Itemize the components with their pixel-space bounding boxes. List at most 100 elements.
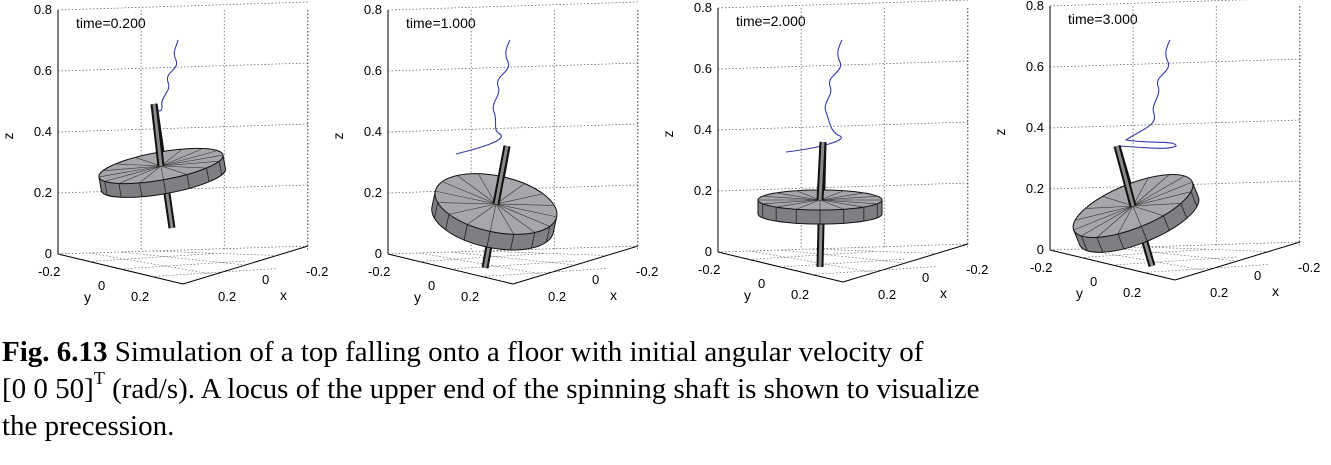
disk — [1072, 174, 1200, 253]
disk-spoke — [495, 203, 515, 235]
disk-spoke — [1132, 205, 1142, 227]
floor-grid-line — [151, 268, 277, 277]
disk-spoke — [160, 148, 204, 167]
y-tick-label: 0.2 — [791, 287, 809, 302]
grid-line — [717, 182, 969, 192]
time-label: time=2.000 — [736, 13, 806, 29]
z-axis-label: z — [992, 129, 1008, 136]
z-tick-label: 0 — [705, 244, 712, 259]
disk-spoke — [495, 193, 544, 205]
y-tick-label: -0.2 — [698, 262, 720, 277]
disk-spoke — [1085, 205, 1134, 209]
disk-rim-segment — [206, 167, 210, 182]
grid-line — [717, 0, 969, 9]
y-tick-label: 0.2 — [1123, 285, 1141, 300]
caption-line-3: the precession. — [2, 408, 1327, 445]
floor-grid-line — [481, 250, 607, 256]
figure: 0 0.2 0.4 0.6 0.8 z -0.2 0 0.2 y 0.2 0 -0.2 x time=0.2… — [0, 0, 1320, 305]
time-label: time=1.000 — [406, 15, 476, 31]
grid-line — [387, 123, 639, 133]
floor-grid-line — [481, 268, 607, 277]
disk-spoke — [160, 165, 164, 180]
disk-spoke — [1117, 205, 1134, 235]
disk-spoke — [104, 165, 162, 182]
z-axis-label: z — [660, 131, 676, 138]
disk-spoke — [819, 199, 878, 205]
disk-spoke — [495, 183, 525, 205]
disk-spoke — [1074, 205, 1134, 221]
z-tick-label: 0.8 — [364, 2, 382, 17]
disk-spoke — [796, 199, 821, 210]
y-tick-label: -0.2 — [1030, 260, 1052, 275]
x-axis-label: x — [940, 285, 947, 301]
disk-rim-segment — [218, 161, 223, 176]
disk-spoke — [495, 203, 557, 218]
disk-spoke — [160, 165, 188, 175]
caption-fig-label: Fig. 6.13 — [2, 336, 108, 368]
disk-rim-segment — [139, 182, 143, 197]
floor-grid-line — [419, 253, 545, 262]
floor-grid-line — [89, 253, 215, 262]
caption-superscript: T — [93, 368, 105, 389]
panel-3: 0 0.2 0.4 0.6 0.8 z -0.2 0 0.2 y 0.2 0 -0.2 x time=2.0… — [660, 0, 988, 303]
z-tick-label: 0 — [45, 246, 52, 261]
caption-text-3: the precession. — [2, 410, 175, 442]
caption-text-1: Simulation of a top falling onto a floor… — [114, 336, 924, 368]
z-tick-label: 0.2 — [364, 185, 382, 200]
z-tick-label: 0.2 — [34, 185, 52, 200]
z-tick-label: 0.6 — [694, 61, 712, 76]
floor-grid-line — [1112, 256, 1238, 266]
floor-grid-line — [89, 252, 215, 275]
grid-line — [57, 62, 309, 72]
disk-spoke — [1073, 205, 1134, 231]
floor-grid-line — [419, 252, 545, 275]
disk-spoke — [457, 175, 497, 205]
disk-rim-segment — [1180, 203, 1188, 219]
disk-spoke — [102, 165, 162, 172]
y-axis-label: y — [744, 287, 751, 303]
disk-rim-segment — [1117, 233, 1125, 250]
y-tick-label: -0.2 — [368, 264, 390, 279]
grid-line — [1049, 119, 1301, 129]
z-tick-label: 0.8 — [1026, 0, 1044, 13]
disk-rim-segment — [510, 234, 515, 250]
y-axis-label: y — [84, 289, 91, 305]
disk-spoke — [442, 181, 497, 205]
caption-line-2: [0 0 50]T (rad/s). A locus of the upper … — [2, 368, 1327, 408]
grid-line — [57, 245, 309, 255]
grid-line — [717, 243, 969, 253]
grid-line — [387, 62, 639, 72]
disk-rim-segment — [1080, 235, 1088, 251]
disk-spoke — [1132, 181, 1193, 207]
floor-grid-line — [811, 248, 937, 254]
disk-spoke — [819, 192, 864, 201]
x-tick-label: 0.2 — [218, 289, 236, 304]
z-tick-label: 0.4 — [1026, 120, 1044, 135]
y-axis-label: y — [1076, 285, 1083, 301]
y-tick-label: -0.2 — [38, 264, 60, 279]
floor-grid-line — [120, 260, 246, 270]
grid-line — [717, 60, 969, 70]
x-axis-label: x — [1272, 283, 1279, 299]
disk-spoke — [1132, 174, 1170, 207]
floor-grid-line — [1143, 264, 1269, 273]
grid-line — [387, 1, 639, 11]
disk-rim-segment — [434, 202, 439, 219]
x-tick-label: 0 — [262, 272, 269, 287]
disk-spoke — [139, 165, 162, 184]
floor-grid-line — [151, 250, 277, 256]
disk-spoke — [762, 199, 821, 205]
z-tick-label: 0 — [1037, 242, 1044, 257]
disk-spoke — [1132, 205, 1164, 216]
z-tick-label: 0.4 — [694, 122, 712, 137]
disk-rim-segment — [445, 214, 450, 230]
disk-spoke — [776, 199, 821, 208]
x-tick-label: -0.2 — [966, 262, 988, 277]
disk-spoke — [477, 173, 497, 205]
caption-vector: [0 0 50] — [2, 373, 94, 405]
y-tick-label: 0.2 — [131, 289, 149, 304]
disk-spoke — [98, 165, 162, 178]
grid-line — [717, 121, 969, 131]
z-tick-label: 0.2 — [694, 183, 712, 198]
z-tick-label: 0.4 — [34, 124, 52, 139]
